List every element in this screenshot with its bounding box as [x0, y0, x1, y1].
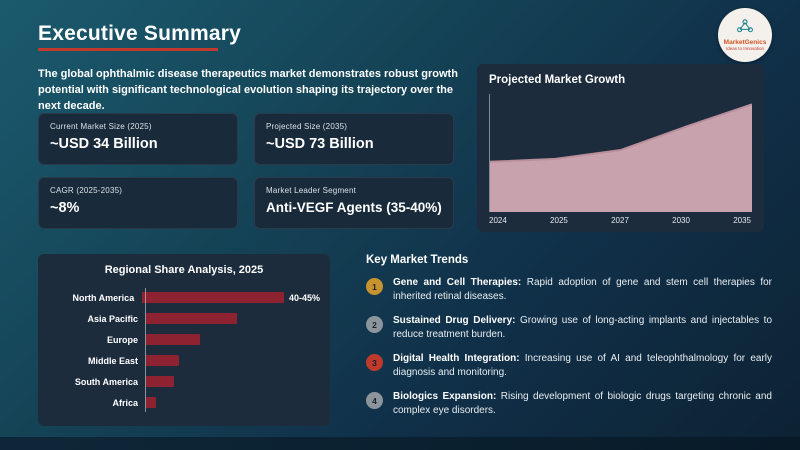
bar-category-label: Europe: [106, 334, 138, 345]
trend-item-gene-cell: 1 Gene and Cell Therapies: Rapid adoptio…: [366, 276, 772, 304]
regional-bars: North America 40-45% Asia Pacific Europe Mid…: [48, 288, 320, 412]
footer-bar: [0, 437, 800, 450]
x-tick: 2035: [733, 216, 751, 225]
bar-row: North America 40-45%: [48, 288, 320, 307]
stat-grid: Current Market Size (2025) ~USD 34 Billi…: [38, 113, 454, 229]
bar: [146, 397, 156, 408]
trend-body: Rising development of biologic drugs tar…: [393, 391, 772, 416]
trend-heading: Digital Health Integration:: [393, 353, 520, 364]
bar-category-label: Africa: [112, 397, 138, 408]
bar-category-label: Middle East: [87, 355, 138, 366]
bar-category-label: Asia Pacific: [87, 313, 138, 324]
x-tick: 2025: [550, 216, 568, 225]
trend-text: Gene and Cell Therapies: Rapid adoption …: [393, 276, 772, 304]
bar-row: South America: [48, 372, 320, 391]
trends-title: Key Market Trends: [366, 254, 469, 266]
growth-chart-plot: [489, 94, 752, 212]
growth-chart-title: Projected Market Growth: [489, 74, 626, 86]
y-axis-line: [145, 288, 146, 412]
bar-row: Asia Pacific: [48, 309, 320, 328]
growth-area-line: [490, 103, 752, 163]
stat-value: ~8%: [50, 200, 80, 216]
x-tick: 2027: [611, 216, 629, 225]
stat-card-leader-segment: Market Leader Segment Anti-VEGF Agents (…: [254, 177, 454, 229]
bar-row: Europe: [48, 330, 320, 349]
trend-item-biologics: 4 Biologics Expansion: Rising developmen…: [366, 390, 772, 418]
growth-area-shape: [490, 104, 752, 212]
bar: [146, 355, 179, 366]
regional-bars-plot: North America 40-45% Asia Pacific Europe Mid…: [48, 288, 320, 412]
x-tick: 2024: [489, 216, 507, 225]
trend-heading: Biologics Expansion:: [393, 391, 497, 402]
trend-num-4: 4: [366, 392, 383, 409]
trend-item-drug-delivery: 2 Sustained Drug Delivery: Growing use o…: [366, 314, 772, 342]
stat-label: Projected Size (2035): [266, 122, 348, 131]
bar-category-label: South America: [74, 376, 138, 387]
growth-chart-panel: Projected Market Growth 2024 2025 2027 2…: [477, 64, 764, 232]
logo-brand: MarketGenics: [723, 39, 767, 47]
x-tick: 2030: [672, 216, 690, 225]
regional-chart-panel: Regional Share Analysis, 2025 North Amer…: [38, 254, 330, 426]
trend-body: Growing use of long-acting implants and …: [393, 315, 773, 340]
growth-x-axis: 2024 2025 2027 2030 2035: [489, 216, 751, 225]
stat-card-cagr: CAGR (2025-2035) ~8%: [38, 177, 238, 229]
trend-heading: Sustained Drug Delivery:: [393, 315, 516, 326]
molecule-icon: [735, 18, 755, 39]
trend-num-1: 1: [366, 278, 383, 295]
stat-card-projected-size: Projected Size (2035) ~USD 73 Billion: [254, 113, 454, 165]
trend-item-digital-health: 3 Digital Health Integration: Increasing…: [366, 352, 772, 380]
stat-label: CAGR (2025-2035): [50, 186, 123, 195]
stat-card-current-size: Current Market Size (2025) ~USD 34 Billi…: [38, 113, 238, 165]
bar: [146, 376, 174, 387]
bar: [142, 292, 284, 303]
trend-text: Digital Health Integration: Increasing u…: [393, 352, 772, 380]
trend-num-2: 2: [366, 316, 383, 333]
bar-row: Middle East: [48, 351, 320, 370]
bar-annotation: 40-45%: [288, 292, 320, 303]
trend-body: Rapid adoption of gene and stem cell the…: [393, 277, 772, 302]
logo-tagline: Ideas to Innovation: [725, 46, 765, 52]
growth-area-chart: [490, 103, 752, 212]
stat-value: ~USD 34 Billion: [50, 136, 158, 152]
bar-category-label: North America: [72, 292, 135, 303]
trend-num-3: 3: [366, 354, 383, 371]
page-title: Executive Summary: [38, 22, 242, 45]
stat-value: Anti-VEGF Agents (35-40%): [266, 200, 442, 215]
trend-text: Biologics Expansion: Rising development …: [393, 390, 772, 418]
stat-label: Market Leader Segment: [266, 186, 357, 195]
stat-label: Current Market Size (2025): [50, 122, 152, 131]
trend-heading: Gene and Cell Therapies:: [393, 277, 522, 288]
logo-badge: MarketGenics Ideas to Innovation: [718, 8, 772, 62]
regional-chart-title: Regional Share Analysis, 2025: [104, 264, 264, 276]
key-trends-section: Key Market Trends 1 Gene and Cell Therap…: [366, 254, 772, 418]
trend-text: Sustained Drug Delivery: Growing use of …: [393, 314, 772, 342]
bar-row: Africa: [48, 393, 320, 412]
intro-text: The global ophthalmic disease therapeuti…: [38, 68, 458, 112]
stat-value: ~USD 73 Billion: [266, 136, 374, 152]
bar: [146, 313, 237, 324]
title-underline: [38, 48, 218, 51]
trend-body: Increasing use of AI and teleophthalmolo…: [393, 353, 773, 378]
bar: [146, 334, 200, 345]
